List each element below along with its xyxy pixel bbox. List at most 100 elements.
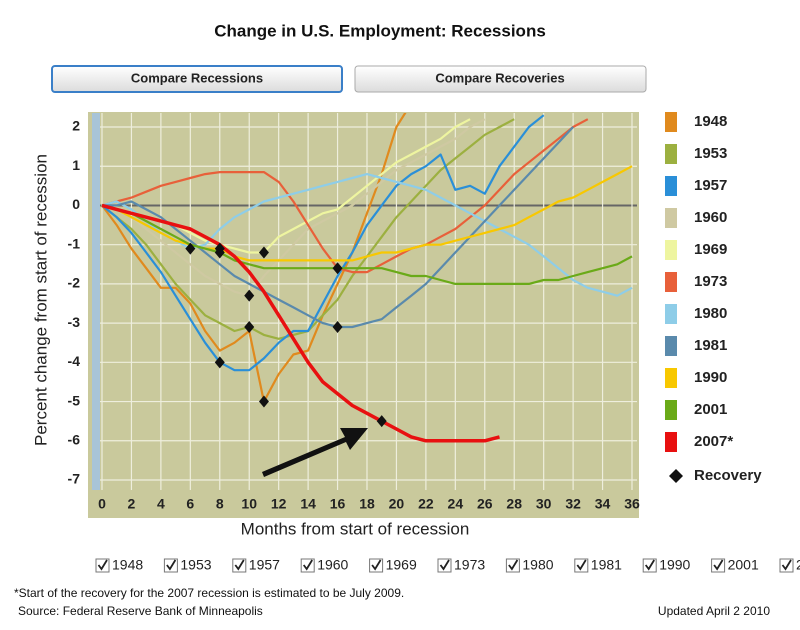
recovery-marker — [185, 242, 196, 255]
series-line — [101, 114, 545, 372]
checkmark[interactable] — [439, 559, 450, 571]
legend-swatch — [665, 240, 677, 260]
checkbox-label[interactable]: 2001 — [728, 557, 759, 573]
footnote: *Start of the recovery for the 2007 rece… — [14, 586, 404, 600]
legend-label: 1948 — [694, 113, 727, 130]
y-tick-label: -3 — [68, 314, 81, 330]
legend-swatch — [665, 368, 677, 388]
legend-swatch — [665, 272, 677, 292]
x-tick-label: 14 — [300, 496, 316, 512]
checkmark[interactable] — [371, 559, 382, 571]
recovery-marker — [214, 356, 225, 369]
x-tick-label: 30 — [536, 496, 552, 512]
y-tick-label: -7 — [68, 471, 81, 487]
checkbox-label[interactable]: 1969 — [386, 557, 417, 573]
recovery-marker — [244, 289, 255, 302]
y-tick-label: 2 — [72, 118, 80, 134]
legend-label: 1973 — [694, 273, 727, 290]
chart-title: Change in U.S. Employment: Recessions — [214, 21, 546, 40]
checkmark[interactable] — [302, 559, 313, 571]
checkbox-label[interactable]: 1948 — [112, 557, 143, 573]
legend-label: 1980 — [694, 305, 727, 322]
source: Source: Federal Reserve Bank of Minneapo… — [18, 604, 263, 618]
legend-swatch — [665, 336, 677, 356]
checkbox-label[interactable]: 1957 — [249, 557, 280, 573]
x-tick-label: 16 — [330, 496, 346, 512]
x-tick-label: 4 — [157, 496, 165, 512]
checkmark[interactable] — [644, 559, 655, 571]
legend-swatch — [665, 400, 677, 420]
recovery-marker — [258, 246, 269, 259]
legend-label: 2007* — [694, 433, 733, 450]
legend-label: 1960 — [694, 209, 727, 226]
x-tick-label: 2 — [128, 496, 136, 512]
x-tick-label: 0 — [98, 496, 106, 512]
legend-label: 1990 — [694, 369, 727, 386]
axis-strip — [92, 113, 100, 490]
checkmark[interactable] — [781, 559, 792, 571]
button-label[interactable]: Compare Recoveries — [435, 70, 564, 85]
x-tick-label: 20 — [389, 496, 405, 512]
recovery-marker — [214, 246, 225, 259]
recovery-marker — [376, 415, 387, 428]
y-tick-label: 0 — [72, 196, 80, 212]
x-axis-label: Months from start of recession — [241, 519, 470, 538]
y-tick-label: -5 — [68, 392, 81, 408]
arrow — [262, 428, 368, 477]
checkmark[interactable] — [576, 559, 587, 571]
plot-background — [88, 112, 639, 518]
x-tick-label: 22 — [418, 496, 434, 512]
recovery-marker — [332, 262, 343, 275]
x-tick-label: 8 — [216, 496, 224, 512]
y-tick-label: -2 — [68, 275, 81, 291]
legend-swatch — [669, 469, 683, 483]
x-tick-label: 6 — [186, 496, 194, 512]
y-tick-label: -6 — [68, 431, 81, 447]
x-tick-label: 10 — [241, 496, 257, 512]
checkmark[interactable] — [234, 559, 245, 571]
legend-swatch — [665, 112, 677, 132]
x-tick-label: 12 — [271, 496, 287, 512]
x-tick-label: 24 — [448, 496, 464, 512]
checkmark[interactable] — [166, 559, 177, 571]
y-axis-label: Percent change from start of recession — [31, 154, 50, 446]
y-tick-label: -1 — [68, 235, 81, 251]
button[interactable] — [51, 65, 343, 93]
checkbox-label[interactable]: 1981 — [591, 557, 622, 573]
x-tick-label: 34 — [595, 496, 611, 512]
checkmark[interactable] — [97, 559, 108, 571]
checkbox-label[interactable]: 1973 — [454, 557, 485, 573]
checkmark[interactable] — [508, 559, 519, 571]
series-line — [101, 118, 589, 274]
legend-swatch — [665, 176, 677, 196]
series-line — [101, 118, 486, 297]
x-tick-label: 26 — [477, 496, 493, 512]
checkbox-label[interactable]: 2007 — [796, 557, 800, 573]
legend-swatch — [665, 432, 677, 452]
legend-label: 1953 — [694, 145, 727, 162]
legend-label: Recovery — [694, 467, 762, 484]
legend-label: 1981 — [694, 337, 727, 354]
checkmark[interactable] — [713, 559, 724, 571]
recovery-marker — [244, 321, 255, 334]
series-line — [101, 113, 407, 403]
checkbox-label[interactable]: 1953 — [180, 557, 211, 573]
checkbox-label[interactable]: 1980 — [522, 557, 553, 573]
legend-label: 2001 — [694, 401, 727, 418]
button-label[interactable]: Compare Recessions — [131, 70, 263, 85]
y-tick-label: -4 — [68, 353, 81, 369]
series-line — [101, 203, 500, 443]
updated: Updated April 2 2010 — [658, 604, 770, 618]
checkbox-label[interactable]: 1990 — [659, 557, 690, 573]
recovery-marker — [258, 395, 269, 408]
x-tick-label: 32 — [565, 496, 581, 512]
x-tick-label: 18 — [359, 496, 375, 512]
checkbox-label[interactable]: 1960 — [317, 557, 348, 573]
legend-swatch — [665, 144, 677, 164]
legend-swatch — [665, 208, 677, 228]
x-tick-label: 28 — [506, 496, 522, 512]
button[interactable] — [354, 65, 647, 93]
y-tick-label: 1 — [72, 157, 80, 173]
recovery-marker — [332, 321, 343, 334]
